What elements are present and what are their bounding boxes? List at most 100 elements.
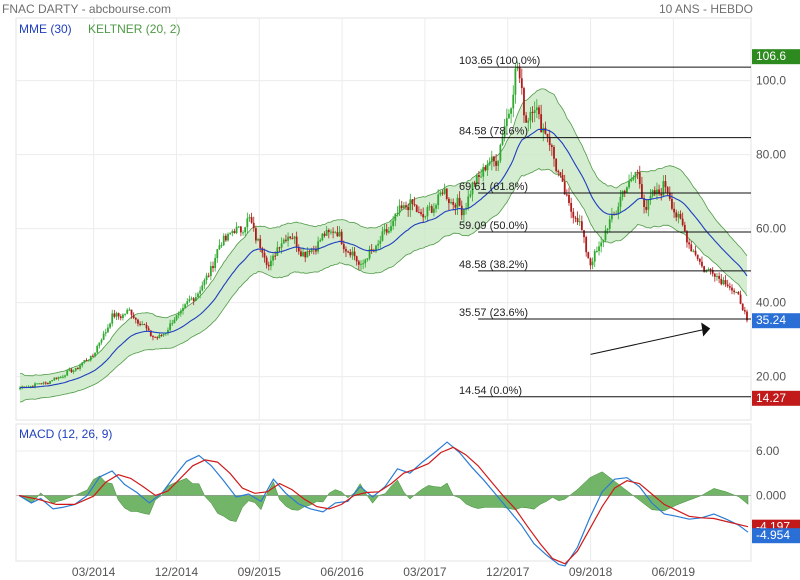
- candle-body: [583, 230, 585, 238]
- high-badge: 106.6: [752, 49, 800, 65]
- candle: [441, 189, 444, 196]
- candle: [126, 308, 129, 315]
- candle-body: [68, 369, 71, 371]
- candle-body: [726, 284, 729, 287]
- candle-body: [107, 327, 109, 333]
- candle: [720, 273, 723, 286]
- x-tick-label: 06/2019: [652, 565, 696, 579]
- candle: [578, 214, 581, 227]
- candle: [222, 233, 225, 247]
- candle: [49, 380, 51, 385]
- candle-body: [310, 248, 313, 252]
- candle-body: [347, 251, 350, 253]
- candle-body: [325, 229, 328, 236]
- candle: [96, 344, 99, 355]
- candle-body: [411, 199, 414, 205]
- candle: [726, 279, 729, 288]
- candle-body: [448, 198, 450, 204]
- candle-body: [396, 212, 399, 214]
- candle: [424, 215, 427, 220]
- candle: [585, 235, 588, 257]
- candle-body: [149, 330, 152, 337]
- candle-body: [64, 375, 66, 377]
- candle: [287, 232, 289, 247]
- candle: [162, 333, 165, 337]
- candle: [527, 117, 530, 132]
- candle: [94, 352, 96, 358]
- candle-body: [623, 190, 626, 193]
- candle: [411, 199, 414, 211]
- candle: [357, 259, 360, 270]
- candle-body: [407, 206, 410, 211]
- candle: [214, 254, 217, 272]
- candle: [673, 202, 675, 218]
- signal-line: [18, 446, 749, 565]
- candle-body: [598, 246, 600, 252]
- candle: [531, 106, 534, 123]
- candle: [574, 215, 577, 223]
- candle-body: [70, 369, 73, 372]
- candle-body: [19, 387, 21, 389]
- candle: [493, 155, 495, 167]
- candle: [460, 200, 463, 220]
- candle: [641, 176, 643, 199]
- candle-body: [593, 251, 596, 262]
- candle: [724, 275, 727, 287]
- candle: [636, 169, 639, 180]
- candle-body: [405, 205, 407, 207]
- candle: [542, 123, 545, 142]
- candle-body: [649, 195, 652, 200]
- candle: [580, 215, 583, 231]
- candle-body: [746, 311, 748, 321]
- candle: [608, 215, 611, 233]
- candle-body: [160, 334, 163, 336]
- candle: [368, 245, 371, 261]
- candle: [330, 229, 332, 235]
- candle: [42, 381, 45, 385]
- candle-body: [248, 217, 251, 219]
- candle: [194, 292, 197, 301]
- candle: [175, 314, 178, 322]
- candle: [190, 296, 193, 301]
- candle: [325, 226, 328, 236]
- candle: [703, 265, 706, 273]
- candle-body: [239, 226, 242, 233]
- candle: [557, 169, 560, 177]
- candle: [484, 164, 487, 172]
- candle-body: [115, 313, 118, 317]
- candle: [600, 236, 603, 253]
- candle: [212, 261, 214, 273]
- candle: [450, 198, 452, 205]
- candle: [242, 230, 244, 236]
- candle-body: [675, 212, 678, 218]
- macd-value-badge: -4.954: [752, 528, 800, 544]
- candle-body: [638, 172, 641, 185]
- candle-body: [535, 107, 538, 111]
- legend-macd: MACD (12, 26, 9): [19, 427, 112, 441]
- candle: [405, 201, 407, 210]
- candle: [336, 225, 339, 237]
- y-tick-label: 40.00: [756, 296, 786, 310]
- candle: [731, 284, 733, 295]
- candle-body: [334, 232, 337, 234]
- candle: [349, 249, 352, 258]
- candle: [538, 105, 540, 120]
- candle: [57, 376, 60, 381]
- candle: [452, 198, 455, 211]
- candle-body: [145, 324, 148, 329]
- candle: [61, 374, 64, 379]
- candle: [323, 231, 326, 238]
- candle-body: [533, 110, 536, 113]
- candle: [664, 174, 667, 194]
- candle: [345, 246, 347, 257]
- candle-body: [79, 365, 81, 369]
- candle: [235, 222, 238, 235]
- candle-body: [632, 177, 635, 180]
- candle: [250, 212, 253, 224]
- candle-body: [688, 242, 690, 245]
- candle: [595, 246, 598, 253]
- candle: [508, 109, 510, 119]
- candle-body: [698, 258, 701, 262]
- candle-body: [109, 323, 111, 328]
- candle-body: [46, 382, 49, 384]
